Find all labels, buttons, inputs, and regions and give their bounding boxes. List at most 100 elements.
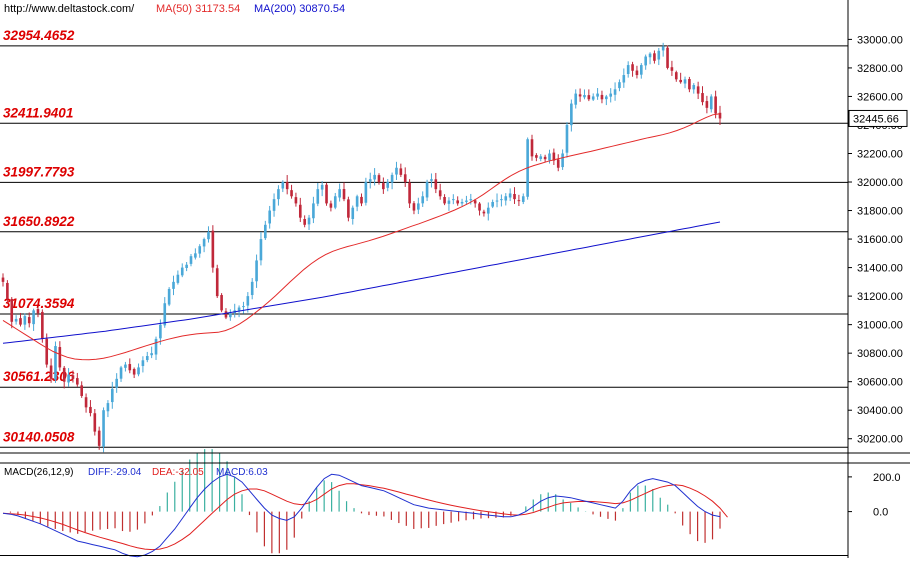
candle-body (102, 410, 105, 447)
candle-body (150, 353, 153, 356)
candle-body (185, 264, 188, 269)
y-tick-label: 30200.00 (857, 434, 903, 446)
y-tick-label: 30600.00 (857, 377, 903, 389)
macd-readout: MACD:6.03 (216, 467, 268, 478)
dea-line (2, 483, 728, 551)
candle-body (163, 303, 167, 326)
candle-body (443, 196, 446, 204)
candle-body (264, 224, 267, 239)
candle-body (172, 281, 175, 289)
candle-body (548, 153, 551, 161)
candle-body (10, 298, 14, 322)
candle-body (27, 317, 31, 324)
candle-body (491, 201, 494, 207)
candle-body (718, 112, 722, 119)
y-tick-label: 33000.00 (857, 34, 903, 46)
candle-body (360, 196, 363, 204)
candle-body (259, 239, 263, 261)
y-tick-label: 30400.00 (857, 405, 903, 417)
candle-body (390, 174, 394, 183)
candle-body (674, 72, 678, 80)
candle-body (137, 367, 140, 375)
candle-body (587, 95, 591, 100)
candle-body (338, 189, 341, 198)
candle-body (106, 403, 110, 412)
candle-body (692, 85, 696, 90)
source-url[interactable]: http://www.deltastock.com/ (4, 3, 135, 15)
candle-body (705, 101, 709, 108)
ma50-readout: MA(50) 31173.54 (156, 3, 240, 15)
candle-body (124, 364, 127, 368)
candle-body (639, 65, 643, 75)
candle-body (347, 199, 350, 218)
candle-body (543, 156, 547, 160)
dea-readout: DEA:-32.05 (152, 467, 204, 478)
candle-body (661, 46, 665, 51)
candle-body (517, 200, 521, 202)
candle-body (596, 93, 599, 97)
candle-body (539, 156, 543, 159)
candle-body (36, 309, 40, 314)
candle-body (412, 203, 416, 211)
candle-body (62, 367, 66, 382)
last-price-box (848, 109, 908, 127)
candle-body (67, 374, 70, 383)
candle-body (508, 193, 512, 198)
candle-body (145, 356, 149, 361)
candle-body (128, 364, 132, 371)
candle-body (97, 430, 101, 446)
macd-panel: 200.0 0.0 (2, 449, 901, 558)
diff-line (2, 473, 721, 558)
candle-body (250, 281, 254, 296)
candle-body (460, 201, 464, 204)
candle-body (189, 256, 193, 264)
candle-body (93, 413, 97, 432)
ma50-line (2, 113, 721, 361)
candle-body (224, 311, 228, 318)
candle-body (242, 306, 245, 308)
candle-body (683, 79, 687, 84)
candle-body (469, 199, 473, 201)
candle-body (58, 347, 62, 368)
candle-body (268, 210, 272, 224)
candle-body (255, 260, 258, 282)
candle-body (89, 406, 92, 414)
level-label: 32954.4652 (3, 28, 75, 43)
last-price-label: 32445.66 (853, 113, 899, 125)
candle-body (438, 190, 442, 197)
candle-body (482, 211, 486, 214)
y-tick-label: 32000.00 (857, 177, 903, 189)
candle-body (41, 311, 44, 339)
candle-body (574, 93, 578, 105)
candle-body (565, 124, 569, 153)
candle-body (71, 375, 75, 379)
candle-body (570, 103, 573, 126)
candle-body (320, 184, 324, 190)
ma200-readout: MA(200) 30870.54 (254, 3, 345, 15)
candle-body (666, 47, 669, 68)
y-tick-label: 32600.00 (857, 91, 903, 103)
candle-body (141, 360, 145, 367)
candle-body (670, 67, 674, 71)
candle-body (312, 203, 315, 219)
candle-body (368, 179, 372, 182)
candle-body (425, 182, 429, 198)
candle-body (237, 307, 241, 311)
candle-body (618, 82, 621, 89)
candle-body (6, 282, 9, 299)
candle-body (342, 188, 346, 200)
candle-body (132, 368, 136, 375)
candle-body (333, 196, 337, 208)
candle-body (456, 200, 459, 204)
candle-body (316, 189, 320, 204)
candle-body (626, 65, 630, 75)
price-panel: 33000.0032800.0032600.0032400.0032200.00… (0, 28, 908, 453)
candle-body (714, 96, 717, 114)
candle-body (49, 365, 53, 379)
level-label: 30140.0508 (3, 429, 75, 444)
y-tick-label: 31200.00 (857, 291, 903, 303)
candle-body (80, 385, 84, 396)
